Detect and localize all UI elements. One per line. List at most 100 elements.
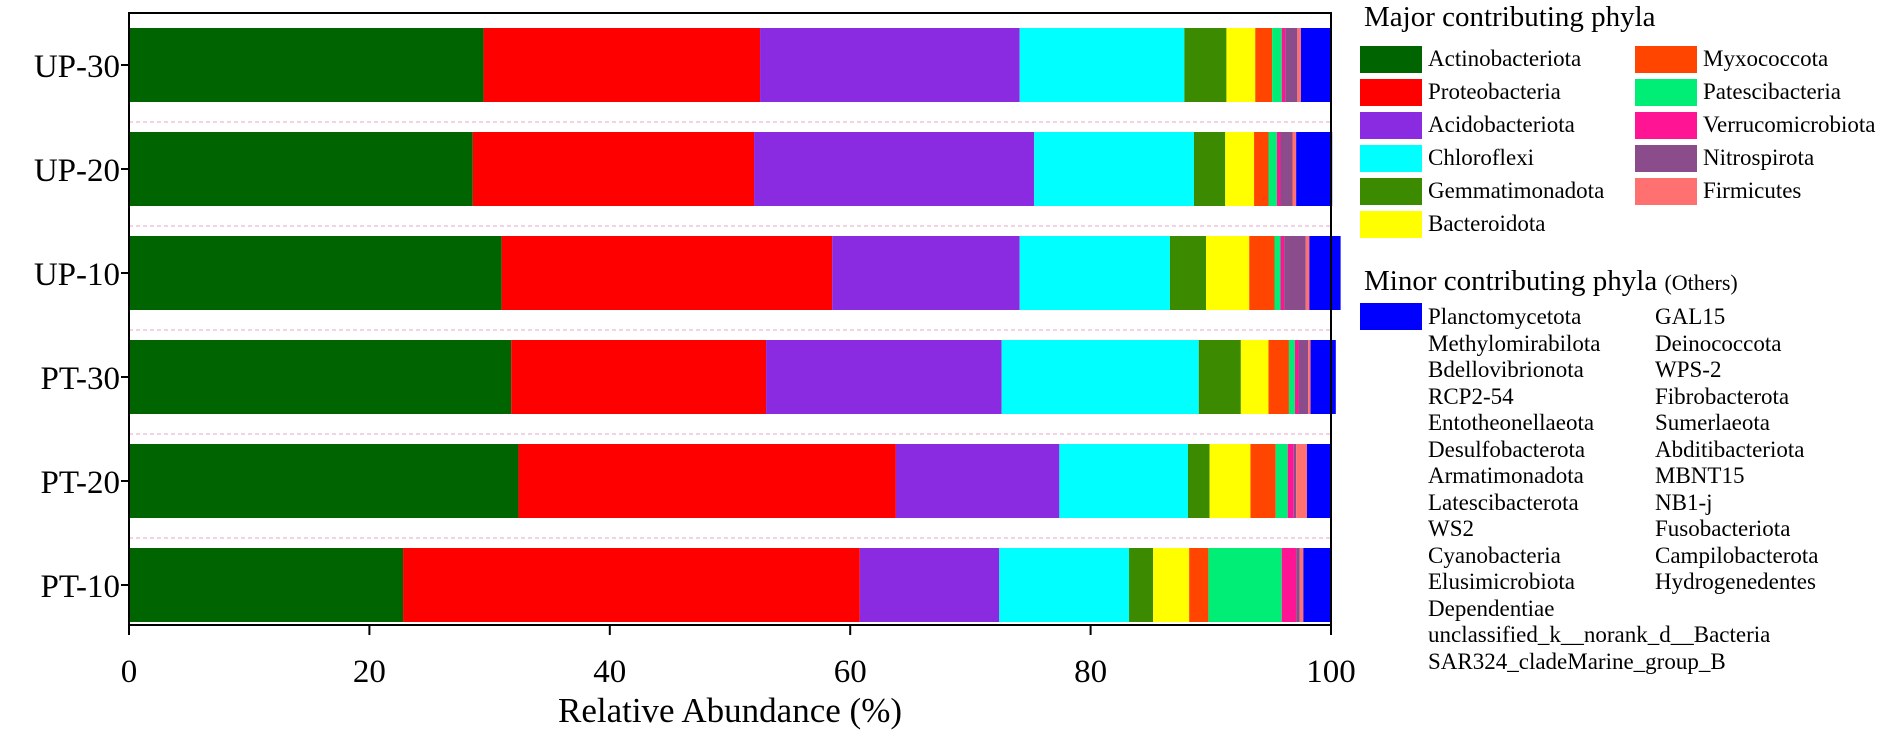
bar-segment — [1153, 548, 1190, 622]
bar-segment — [1285, 28, 1298, 102]
bar-segment — [518, 444, 896, 518]
bar-segment — [1250, 444, 1276, 518]
minor-phylum-label: Fibrobacterota — [1655, 383, 1790, 409]
bar-segment — [1293, 444, 1297, 518]
bar-segment — [1298, 340, 1309, 414]
bar-segment — [1208, 548, 1282, 622]
x-tick-label: 100 — [1306, 654, 1356, 690]
legend-swatch — [1635, 145, 1697, 172]
legend-label: Gemmatimonadota — [1428, 178, 1605, 203]
minor-phylum-label: Dependentiae — [1428, 595, 1555, 621]
legend-label: Proteobacteria — [1428, 79, 1561, 104]
bar-segment — [1209, 444, 1251, 518]
bar-segment — [129, 340, 512, 414]
legend: Major contributing phyla Actinobacteriot… — [1360, 0, 1900, 737]
legend-minor-title-text: Minor contributing phyla — [1364, 265, 1658, 297]
minor-phylum-label: GAL15 — [1655, 304, 1726, 329]
bar-segment — [1280, 132, 1293, 206]
legend-minor-title: Minor contributing phyla (Others) — [1364, 265, 1738, 298]
bar-segment — [1280, 236, 1285, 310]
bar-segment — [1275, 444, 1288, 518]
minor-phylum-label: Abditibacteriota — [1655, 436, 1805, 462]
legend-label: Bacteroidota — [1428, 211, 1546, 236]
bar-segment — [1281, 548, 1297, 622]
legend-label: Nitrospirota — [1703, 145, 1815, 170]
y-tick-label: UP-30 — [34, 49, 120, 85]
bar-segment — [472, 132, 755, 206]
bar-segment — [1268, 340, 1289, 414]
legend-swatch — [1360, 46, 1422, 73]
bar-segment — [1288, 340, 1295, 414]
y-axis-ticks: UP-30 UP-20 UP-10 PT-30 PT-20 PT-10 — [34, 49, 129, 605]
stacked-bar-chart: UP-30 UP-20 UP-10 PT-30 PT-20 PT-10 0 20 40 60 80… — [34, 12, 1356, 730]
bar-segment — [1281, 28, 1286, 102]
bar-segment — [1276, 132, 1281, 206]
bar-segment — [1034, 132, 1194, 206]
row-separators — [129, 121, 1331, 539]
minor-phylum-label: SAR324_cladeMarine_group_B — [1428, 648, 1726, 674]
bar-segment — [1309, 236, 1341, 310]
legend-label: Actinobacteriota — [1428, 46, 1582, 71]
bar-segment — [129, 444, 519, 518]
bar-segment — [1308, 340, 1311, 414]
bar-segment — [1287, 444, 1294, 518]
bar-segment — [1226, 28, 1256, 102]
bar-segment — [1240, 340, 1269, 414]
y-tick-label: UP-10 — [34, 257, 120, 293]
minor-phylum-label: WPS-2 — [1655, 357, 1722, 382]
legend-swatch — [1360, 211, 1422, 238]
bar-segment — [129, 132, 473, 206]
y-tick-label: PT-30 — [41, 361, 120, 397]
minor-phylum-label: Bdellovibrionota — [1428, 357, 1584, 382]
bar-segment — [1019, 236, 1170, 310]
bar-segment — [1296, 548, 1300, 622]
minor-phylum-label: Desulfobacterota — [1428, 436, 1586, 462]
bar-segment — [999, 548, 1130, 622]
legend-label: Acidobacteriota — [1428, 112, 1575, 137]
bar-segment — [403, 548, 860, 622]
bar-segment — [1205, 236, 1250, 310]
minor-phylum-label: Deinococcota — [1655, 330, 1782, 356]
minor-phylum-label: Entotheonellaeota — [1428, 410, 1595, 435]
bar-segment — [832, 236, 1020, 310]
bar-segment — [1310, 340, 1336, 414]
minor-phylum-label: Campilobacterota — [1655, 542, 1819, 568]
bar-segment — [1169, 236, 1206, 310]
bar-segment — [1300, 28, 1331, 102]
bar-segment — [1296, 132, 1333, 206]
minor-phylum-label: Methylomirabilota — [1428, 330, 1601, 356]
bar-segment — [1296, 444, 1307, 518]
bar-segment — [754, 132, 1035, 206]
legend-label: Verrucomicrobiota — [1703, 112, 1876, 137]
minor-phylum-label: Planctomycetota — [1428, 304, 1582, 329]
legend-swatch — [1360, 112, 1422, 139]
minor-phylum-label: MBNT15 — [1655, 463, 1745, 488]
legend-major-title: Major contributing phyla — [1364, 1, 1656, 33]
minor-phylum-label: unclassified_k__norank_d__Bacteria — [1428, 622, 1771, 647]
x-axis-label: Relative Abundance (%) — [558, 691, 902, 730]
minor-phylum-label: Cyanobacteria — [1428, 542, 1561, 568]
bar-segment — [1184, 28, 1227, 102]
legend-label: Firmicutes — [1703, 178, 1802, 203]
x-tick-label: 0 — [121, 654, 138, 690]
bar-segment — [1292, 132, 1297, 206]
y-tick-label: UP-20 — [34, 153, 120, 189]
y-tick-label: PT-20 — [41, 465, 120, 501]
minor-phylum-label: RCP2-54 — [1428, 383, 1514, 409]
legend-swatch — [1635, 79, 1697, 106]
plot-frame — [128, 12, 1332, 626]
bar-segment — [1284, 236, 1306, 310]
legend-others-swatch — [1360, 303, 1422, 330]
minor-phylum-label: WS2 — [1428, 516, 1474, 541]
x-axis-ticks: 0 20 40 60 80 100 — [121, 625, 1356, 690]
legend-label: Chloroflexi — [1428, 145, 1535, 170]
bar-segments — [129, 28, 1341, 622]
legend-minor-title-suffix: (Others) — [1664, 270, 1738, 295]
bar-segment — [1129, 548, 1154, 622]
minor-phylum-label: Sumerlaeota — [1655, 410, 1770, 435]
bar-segment — [1189, 548, 1209, 622]
bar-segment — [1254, 132, 1269, 206]
bar-segment — [1294, 340, 1299, 414]
legend-swatch — [1360, 145, 1422, 172]
bar-segment — [1187, 444, 1210, 518]
